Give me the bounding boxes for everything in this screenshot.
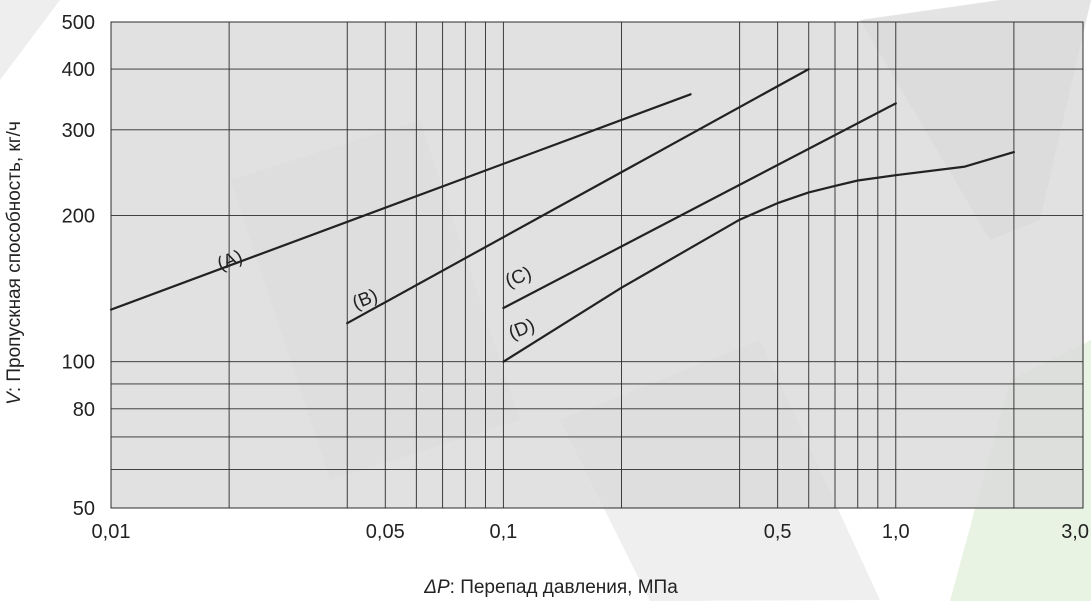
vertical-gridlines xyxy=(228,22,1015,508)
y-tick-label: 500 xyxy=(62,12,95,34)
y-tick-labels: 50 80 100 200 300 400 500 xyxy=(62,12,95,520)
series-lines xyxy=(109,68,1015,363)
series-line-d xyxy=(502,151,1015,363)
y-tick-label: 300 xyxy=(62,120,95,142)
x-tick-label: 1,0 xyxy=(882,521,910,543)
x-axis-label: ΔP: Перепад давления, МПа xyxy=(423,577,678,598)
plot-area xyxy=(110,21,1084,509)
x-tick-labels: 0,01 0,05 0,1 0,5 1,0 3,0 xyxy=(92,521,1089,543)
y-tick-label: 50 xyxy=(73,498,95,520)
x-tick-label: 0,01 xyxy=(92,521,131,543)
series-line-c xyxy=(502,102,897,310)
y-axis-label: V: Пропускная способность, кг/ч xyxy=(4,121,25,405)
x-tick-label: 3,0 xyxy=(1061,521,1089,543)
y-tick-label: 400 xyxy=(62,59,95,81)
x-tick-label: 0,5 xyxy=(764,521,792,543)
y-tick-label: 200 xyxy=(62,205,95,227)
series-line-a xyxy=(109,93,692,311)
x-tick-label: 0,1 xyxy=(489,521,517,543)
x-tick-label: 0,05 xyxy=(366,521,405,543)
y-tick-label: 80 xyxy=(73,399,95,421)
series-line-b xyxy=(346,68,810,325)
y-tick-label: 100 xyxy=(62,352,95,374)
